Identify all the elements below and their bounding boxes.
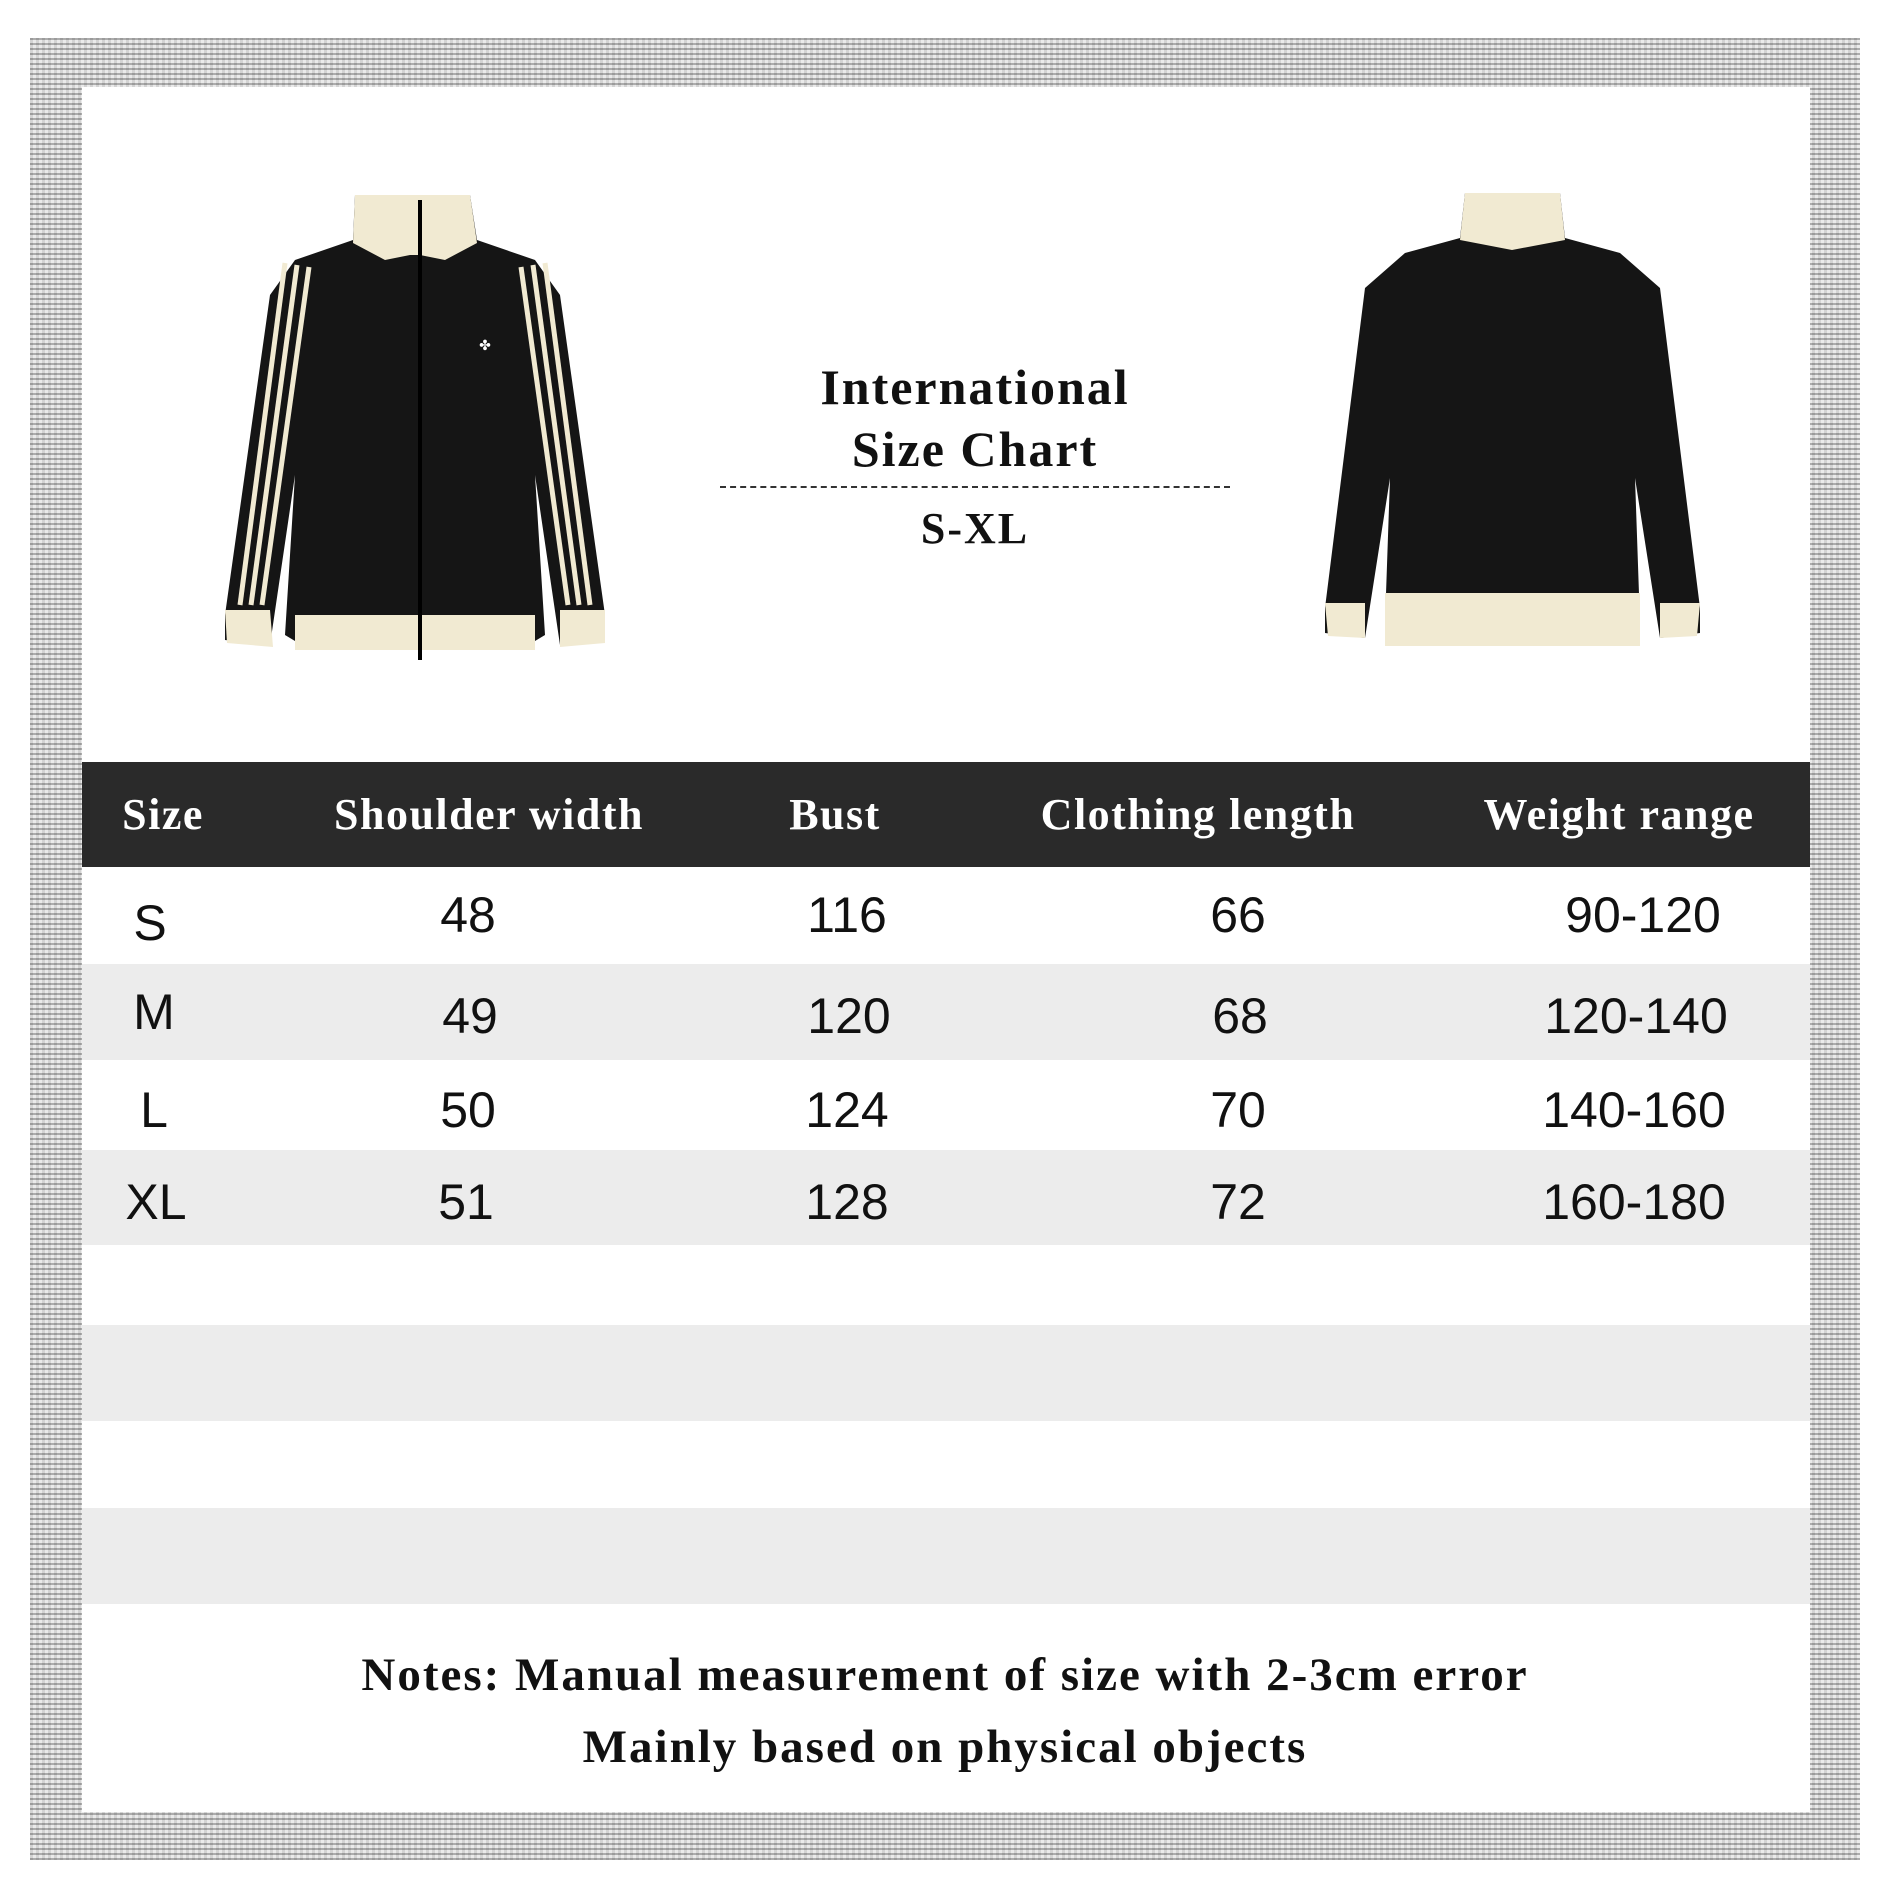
header-size: Size xyxy=(122,790,204,839)
cell-size: XL xyxy=(125,1174,187,1230)
size-range: S-XL xyxy=(920,504,1030,553)
cell-bust: 120 xyxy=(807,988,891,1044)
chart-subtitle: Size Chart xyxy=(851,421,1099,477)
cell-bust: 116 xyxy=(807,887,887,943)
cell-weight: 140-160 xyxy=(1542,1082,1726,1138)
cell-weight: 90-120 xyxy=(1565,887,1721,943)
header-shoulder-width: Shoulder width xyxy=(334,790,644,839)
cell-length: 68 xyxy=(1212,988,1268,1044)
cell-size: M xyxy=(133,984,175,1040)
header-clothing-length: Clothing length xyxy=(1040,790,1356,839)
notes-line-2: Mainly based on physical objects xyxy=(582,1721,1308,1773)
header-bust: Bust xyxy=(789,790,881,839)
cell-size: S xyxy=(133,895,167,951)
table-row: L 50 124 70 140-160 xyxy=(82,1060,1810,1150)
table-row: XL 51 128 72 160-180 xyxy=(82,1150,1810,1245)
table-row: M 49 120 68 120-140 xyxy=(82,964,1810,1060)
cell-weight: 160-180 xyxy=(1542,1174,1726,1230)
cell-shoulder: 49 xyxy=(442,988,498,1044)
dashed-divider xyxy=(720,486,1230,488)
empty-row xyxy=(82,1508,1810,1604)
cell-shoulder: 50 xyxy=(440,1082,496,1138)
cell-bust: 128 xyxy=(805,1174,889,1230)
cell-bust: 124 xyxy=(805,1082,889,1138)
chart-title: International xyxy=(820,359,1130,415)
cell-size: L xyxy=(140,1082,168,1138)
table-header: Size Shoulder width Bust Clothing length… xyxy=(82,762,1810,867)
cell-weight: 120-140 xyxy=(1544,988,1728,1044)
cell-shoulder: 48 xyxy=(440,887,496,943)
table-row: S 48 116 66 90-120 xyxy=(82,867,1810,964)
svg-text:✤: ✤ xyxy=(479,337,491,353)
jacket-back-image xyxy=(1325,193,1700,646)
header-weight-range: Weight range xyxy=(1483,790,1755,839)
cell-shoulder: 51 xyxy=(438,1174,494,1230)
cell-length: 66 xyxy=(1210,887,1266,943)
cell-length: 70 xyxy=(1210,1082,1266,1138)
notes-line-1: Notes: Manual measurement of size with 2… xyxy=(361,1649,1529,1701)
empty-row xyxy=(82,1325,1810,1421)
cell-length: 72 xyxy=(1210,1174,1266,1230)
jacket-front-image: ✤ xyxy=(225,195,605,660)
